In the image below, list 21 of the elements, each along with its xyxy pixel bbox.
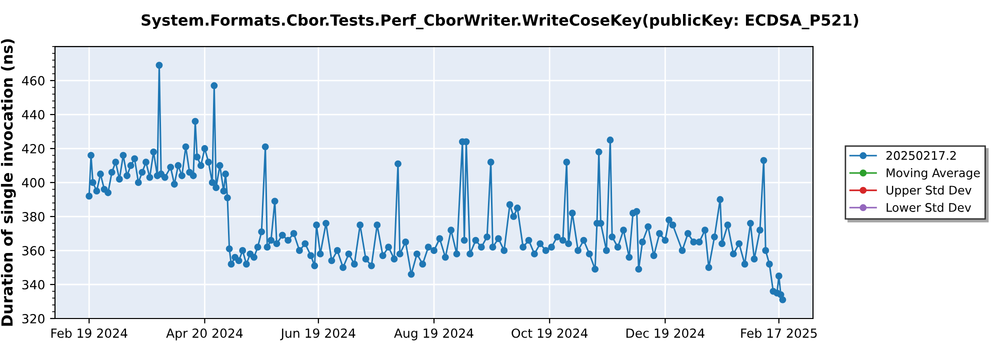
x-tick-label: Oct 19 2024 [512, 328, 588, 338]
y-tick-label: 380 [22, 212, 44, 222]
y-tick-label: 400 [22, 178, 44, 188]
legend-label: Lower Std Dev [886, 202, 972, 212]
x-tick-label: Feb 17 2025 [741, 328, 817, 338]
x-tick-label: Apr 20 2024 [166, 328, 243, 340]
y-tick-label: 440 [22, 110, 44, 120]
legend-label: 20250217.2 [886, 151, 956, 160]
y-tick-label: 420 [22, 144, 44, 154]
legend-label: Moving Average [886, 168, 980, 180]
y-tick-label: 460 [22, 76, 44, 86]
y-tick-label: 340 [22, 280, 44, 290]
x-tick-label: Jun 19 2024 [280, 328, 356, 340]
chart-title: System.Formats.Cbor.Tests.Perf_CborWriter.WriteCoseKey(publicKey: ECDSA_P521) [142, 14, 858, 30]
x-tick-label: Aug 19 2024 [394, 328, 474, 340]
y-tick-label: 360 [22, 246, 44, 256]
y-tick-label: 320 [22, 314, 44, 324]
y-axis-title: Duration of single invocation (ns) [0, 39, 16, 326]
legend-label: Upper Std Dev [886, 185, 972, 197]
x-tick-label: Dec 19 2024 [626, 328, 704, 338]
x-tick-label: Feb 19 2024 [51, 328, 128, 338]
